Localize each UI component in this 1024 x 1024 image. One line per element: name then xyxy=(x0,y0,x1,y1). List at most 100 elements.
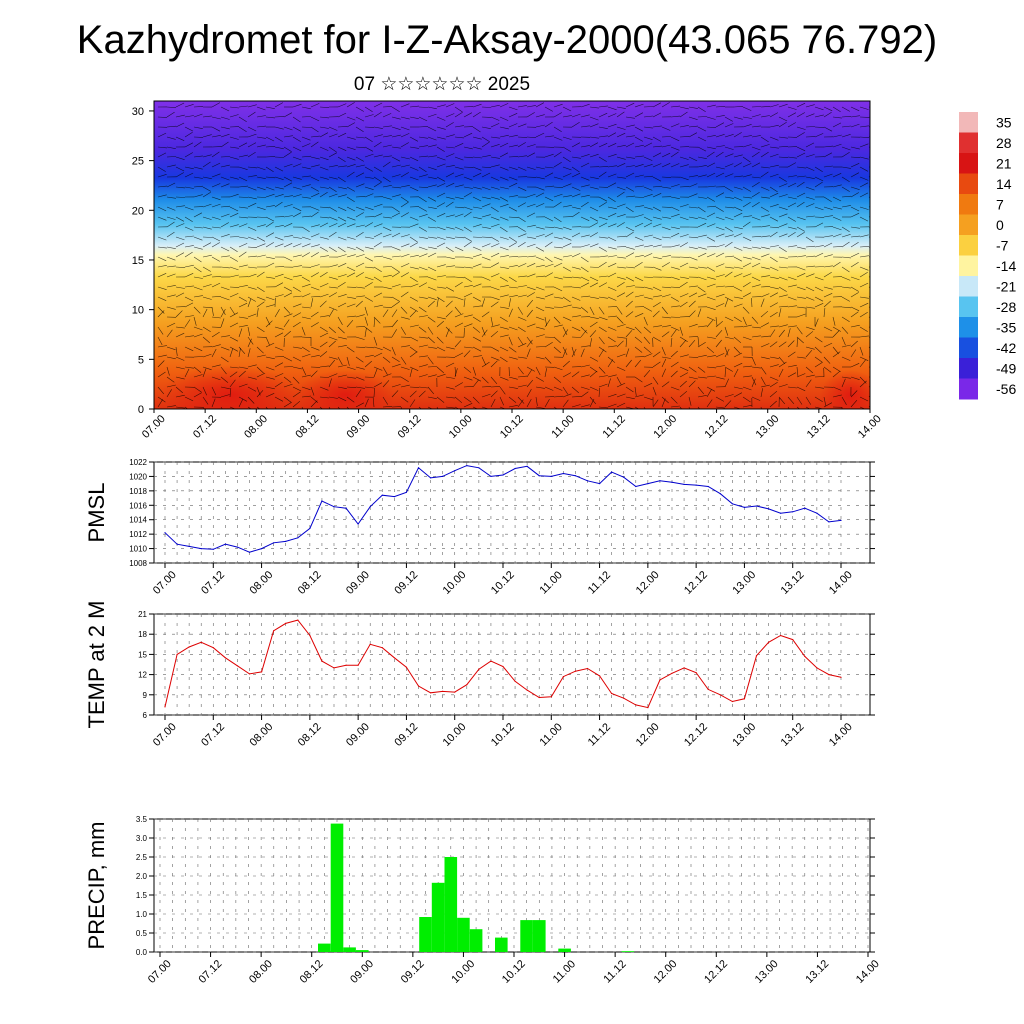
series-point-1 xyxy=(188,545,190,548)
colorbar-label: 7 xyxy=(996,196,1004,212)
wind-barbs xyxy=(157,102,870,409)
series-point-1 xyxy=(285,540,287,543)
panel-xtick-label-2: 08.00 xyxy=(247,721,275,749)
panel-xtick-label-3: 13.12 xyxy=(803,958,831,986)
series-point-2 xyxy=(224,657,226,659)
precip-bar xyxy=(533,920,546,952)
series-point-2 xyxy=(659,679,661,681)
series-point-1 xyxy=(828,521,830,523)
precip-bar xyxy=(343,947,356,952)
series-point-2 xyxy=(309,634,311,637)
chart-title: Kazhydromet for I-Z-Aksay-2000(43.065 76… xyxy=(76,18,938,62)
panel-xtick-label-3: 11.00 xyxy=(551,958,578,985)
series-point-2 xyxy=(816,667,818,669)
panel-ytick-label-2: 12 xyxy=(138,671,147,680)
panel-xtick-label-2: 08.12 xyxy=(296,721,324,749)
colorbar-swatch xyxy=(959,255,978,277)
heatmap-ytick-label: 5 xyxy=(138,354,144,366)
series-point-2 xyxy=(611,692,613,695)
colorbar-label: -35 xyxy=(996,319,1016,335)
panel-ytick-label-1: 1020 xyxy=(129,472,147,481)
series-point-1 xyxy=(635,485,637,488)
panel-xtick-label-1: 12.12 xyxy=(682,569,710,597)
series-point-2 xyxy=(369,643,371,645)
series-point-1 xyxy=(478,467,480,469)
series-point-1 xyxy=(671,481,673,483)
series-point-1 xyxy=(647,483,649,485)
panel-xtick-label-1: 09.00 xyxy=(344,569,372,597)
panel-ytick-label-1: 1012 xyxy=(129,530,147,539)
colorbar-swatch xyxy=(959,235,978,256)
precip-bar xyxy=(444,857,458,952)
series-point-1 xyxy=(562,472,565,475)
panel-xtick-label-1: 09.12 xyxy=(392,569,420,597)
colorbar-label: -21 xyxy=(996,278,1016,294)
colorbar-label: -14 xyxy=(996,258,1016,274)
series-point-1 xyxy=(345,507,347,509)
precip-bar xyxy=(621,951,635,952)
precip-bar xyxy=(469,929,483,952)
colorbar-swatch xyxy=(959,296,978,318)
series-point-1 xyxy=(780,512,782,514)
series-point-2 xyxy=(236,665,238,667)
panel-xtick-label-2: 12.12 xyxy=(682,721,710,749)
heatmap-xtick-label: 07.00 xyxy=(140,413,168,441)
heatmap-ytick-label: 30 xyxy=(132,106,144,118)
panel-xtick-label-1: 14.00 xyxy=(827,569,855,597)
series-point-1 xyxy=(273,542,275,544)
series-point-1 xyxy=(200,548,202,550)
panel-xtick-label-1: 10.00 xyxy=(441,569,469,597)
heatmap-xtick-label: 11.00 xyxy=(549,413,576,440)
panel-xtick-label-3: 09.12 xyxy=(399,958,427,986)
series-point-2 xyxy=(828,674,830,676)
panel-xtick-label-3: 08.00 xyxy=(247,958,275,986)
series-point-1 xyxy=(430,477,432,479)
panel-ytick-label-1: 1018 xyxy=(129,487,147,496)
panel-xtick-label-1: 08.00 xyxy=(247,569,275,597)
colorbar-label: -28 xyxy=(996,299,1016,315)
series-point-1 xyxy=(466,465,468,467)
panel-xtick-label-2: 09.12 xyxy=(392,721,420,749)
panel-ylabel-1: PMSL xyxy=(84,483,109,543)
series-point-2 xyxy=(719,694,721,696)
heatmap-ytick-label: 20 xyxy=(132,205,144,217)
series-point-2 xyxy=(731,700,734,703)
panel-ytick-label-2: 9 xyxy=(143,691,148,700)
panel-xtick-label-3: 08.12 xyxy=(298,958,326,986)
series-point-2 xyxy=(273,630,275,632)
panel-xtick-label-2: 13.00 xyxy=(730,721,758,749)
series-point-2 xyxy=(164,706,166,708)
panel-xtick-label-1: 13.00 xyxy=(730,569,758,597)
panel-ytick-label-2: 15 xyxy=(138,650,147,659)
series-point-2 xyxy=(804,655,806,658)
series-point-1 xyxy=(586,480,589,482)
series-point-2 xyxy=(538,696,540,699)
heatmap-xtick-label: 09.12 xyxy=(396,413,424,441)
heatmap-hot-zones xyxy=(160,365,870,409)
series-point-2 xyxy=(562,676,565,678)
heatmap-xtick-label: 07.12 xyxy=(191,413,219,441)
series-point-1 xyxy=(224,543,226,545)
series-point-1 xyxy=(683,483,685,485)
series-point-1 xyxy=(357,523,359,525)
series-point-1 xyxy=(707,485,709,488)
series-point-2 xyxy=(792,639,794,641)
panel-frame-2 xyxy=(153,613,871,716)
panel-xtick-label-3: 10.12 xyxy=(500,958,528,986)
series-point-2 xyxy=(683,667,685,669)
series-point-2 xyxy=(840,676,842,678)
heatmap-xtick-label: 12.12 xyxy=(702,413,730,441)
series-point-1 xyxy=(417,467,420,469)
panel-xtick-label-1: 13.12 xyxy=(779,569,807,597)
series-point-1 xyxy=(369,506,371,508)
series-point-1 xyxy=(816,512,818,514)
series-point-1 xyxy=(623,476,625,478)
heatmap-ytick-label: 15 xyxy=(132,255,144,267)
panel-ytick-label-2: 21 xyxy=(138,610,147,619)
panel-xtick-label-2: 11.00 xyxy=(537,721,564,748)
panel-xtick-label-3: 07.12 xyxy=(196,958,224,986)
colorbar-swatch xyxy=(959,276,978,297)
panel-xtick-label-1: 07.12 xyxy=(199,569,227,597)
series-point-1 xyxy=(297,537,299,539)
panel-ytick-label-3: 2.5 xyxy=(136,853,148,862)
